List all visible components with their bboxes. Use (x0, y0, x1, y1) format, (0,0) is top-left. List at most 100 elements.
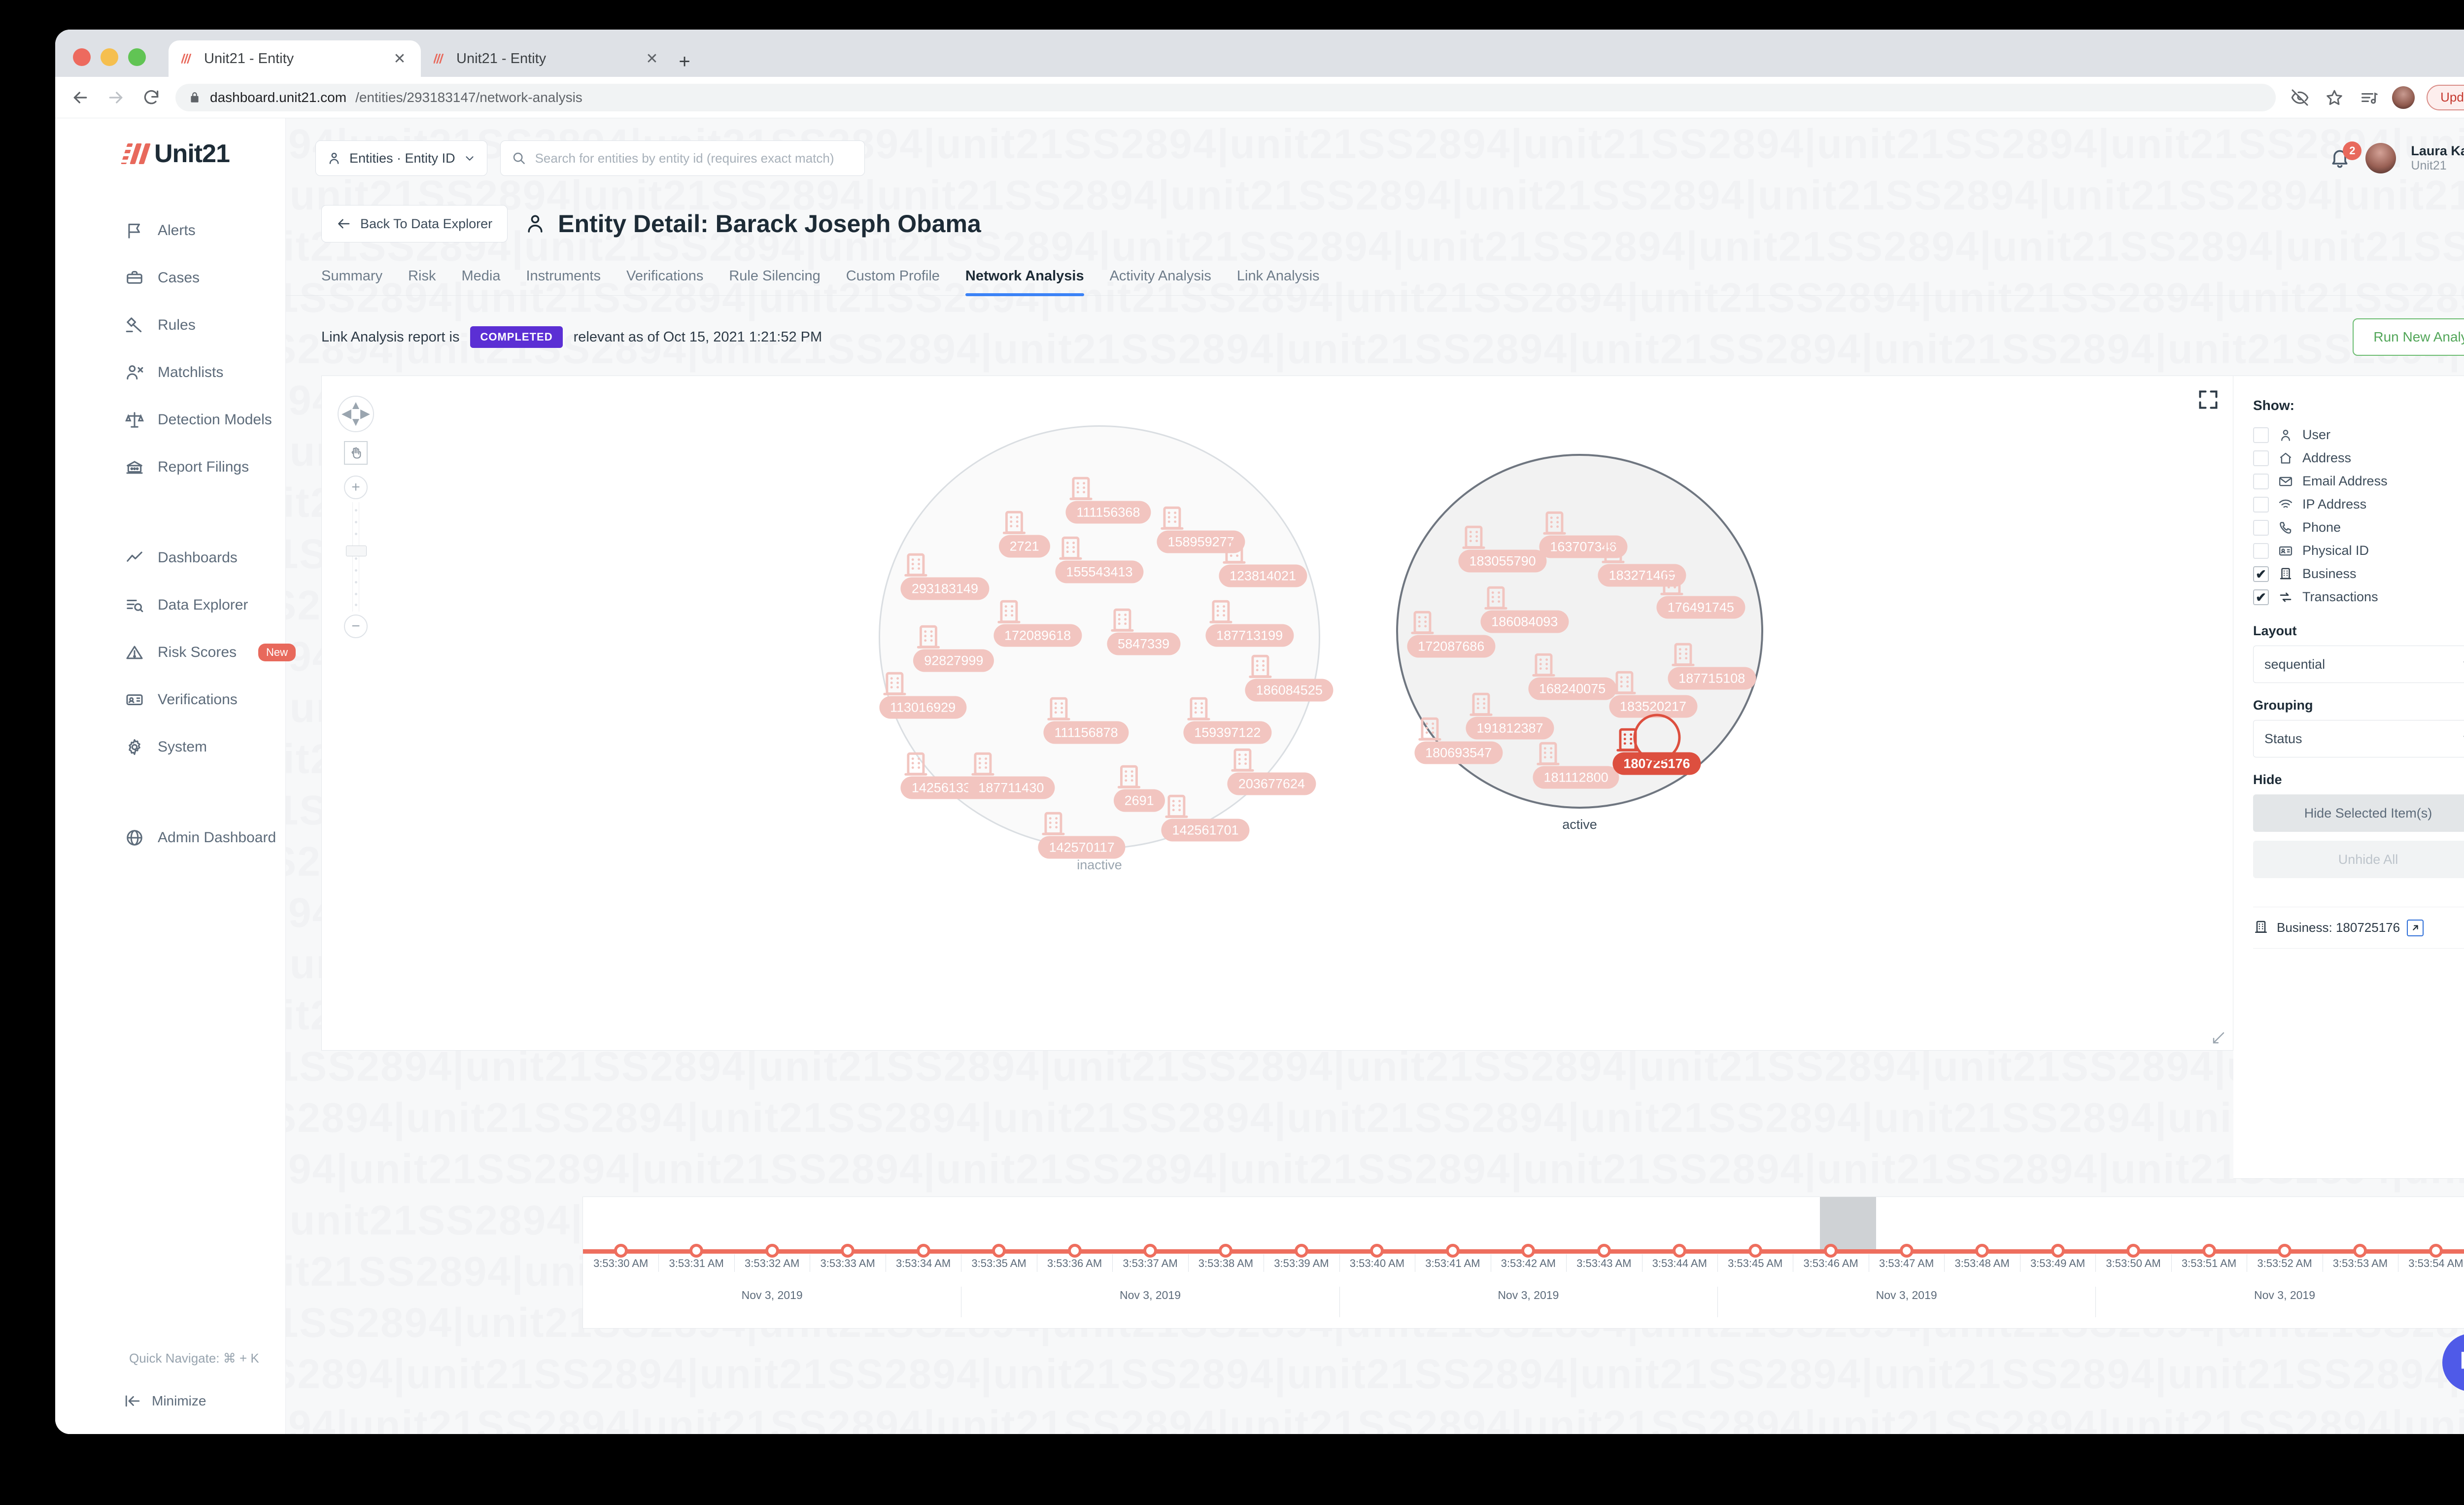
timeline-point[interactable] (2278, 1244, 2292, 1258)
tab-link-analysis[interactable]: Link Analysis (1224, 268, 1333, 295)
tab-verifications[interactable]: Verifications (614, 268, 716, 295)
eye-off-icon[interactable] (2289, 86, 2311, 109)
timeline-point[interactable] (614, 1244, 628, 1258)
sidebar-item-data-explorer[interactable]: Data Explorer (55, 581, 285, 629)
avatar[interactable] (2365, 143, 2396, 173)
sidebar-item-report-filings[interactable]: Report Filings (55, 444, 285, 491)
tab-instruments[interactable]: Instruments (513, 268, 614, 295)
tab-rule-silencing[interactable]: Rule Silencing (716, 268, 833, 295)
timeline-point[interactable] (1975, 1244, 1989, 1258)
pan-up-icon[interactable]: ▲ (350, 399, 362, 412)
graph-node[interactable]: 172089618 (993, 597, 1082, 647)
timeline-point[interactable] (689, 1244, 704, 1258)
notifications-button[interactable]: 2 (2329, 141, 2362, 169)
forward-icon[interactable] (104, 86, 127, 109)
show-filter-transactions[interactable]: ✔ Transactions (2253, 585, 2464, 609)
tab-risk[interactable]: Risk (395, 268, 448, 295)
sidebar-item-system[interactable]: System (55, 723, 285, 771)
graph-node[interactable]: 183055790 (1458, 523, 1547, 573)
checkbox[interactable]: ✔ (2253, 566, 2269, 582)
timeline-point[interactable] (1067, 1244, 1082, 1258)
checkbox[interactable] (2253, 473, 2269, 489)
graph-node[interactable]: 293183149 (900, 551, 989, 600)
graph-node[interactable]: 113016929 (879, 669, 967, 719)
reload-icon[interactable] (140, 86, 163, 109)
resize-corner-icon[interactable] (2211, 1030, 2226, 1045)
timeline-point[interactable] (1445, 1244, 1460, 1258)
checkbox[interactable]: ✔ (2253, 589, 2269, 605)
back-to-data-explorer-button[interactable]: Back To Data Explorer (321, 205, 508, 242)
show-filter-user[interactable]: User (2253, 423, 2464, 446)
sidebar-item-admin-dashboard[interactable]: Admin Dashboard (55, 814, 285, 861)
timeline-point[interactable] (1899, 1244, 1914, 1258)
browser-tab-1[interactable]: Unit21 - Entity ✕ (169, 40, 421, 77)
layout-select[interactable]: sequential ▼ (2253, 646, 2464, 683)
external-link-icon[interactable] (2407, 919, 2424, 936)
checkbox[interactable] (2253, 543, 2269, 559)
graph-node[interactable]: 191812387 (1466, 690, 1554, 740)
timeline-point[interactable] (1824, 1244, 1838, 1258)
graph-node[interactable]: 186084525 (1245, 652, 1334, 702)
minimize-sidebar-button[interactable]: Minimize (55, 1393, 285, 1409)
graph-node[interactable]: 159397122 (1183, 695, 1272, 744)
timeline-point[interactable] (992, 1244, 1006, 1258)
timeline-point[interactable] (1673, 1244, 1687, 1258)
sidebar-item-dashboards[interactable]: Dashboards (55, 534, 285, 581)
graph-node[interactable]: 111156878 (1043, 695, 1129, 744)
minimize-window-button[interactable] (101, 48, 118, 66)
tab-network-analysis[interactable]: Network Analysis (953, 268, 1097, 296)
graph-node[interactable]: 2721 (998, 509, 1050, 558)
close-icon[interactable]: ✕ (646, 50, 658, 67)
pan-down-icon[interactable]: ▼ (350, 415, 362, 429)
tab-custom-profile[interactable]: Custom Profile (833, 268, 953, 295)
cluster-active[interactable]: 183055790 163707346 183271469 176491745 1860… (1396, 454, 1763, 832)
checkbox[interactable] (2253, 496, 2269, 513)
timeline-point[interactable] (765, 1244, 779, 1258)
pan-left-icon[interactable]: ◀ (342, 407, 351, 420)
graph-node[interactable]: 187711430 (967, 750, 1055, 799)
user-info[interactable]: Laura Kassovic Unit21 (2411, 143, 2464, 173)
close-window-button[interactable] (73, 48, 91, 66)
timeline-point[interactable] (1521, 1244, 1536, 1258)
show-filter-ip-address[interactable]: IP Address (2253, 493, 2464, 516)
zoom-slider[interactable]: + − (344, 476, 368, 638)
activity-timeline[interactable]: 3:53:30 AM 3:53:31 AM 3:53:32 AM 3:53:33 AM… (582, 1197, 2464, 1329)
timeline-point[interactable] (1597, 1244, 1611, 1258)
zoom-in-button[interactable]: + (344, 476, 368, 499)
graph-node[interactable]: 142561701 (1161, 792, 1250, 842)
graph-node-selected[interactable]: 180725176 (1612, 714, 1701, 775)
timeline-point[interactable] (2051, 1244, 2065, 1258)
timeline-point[interactable] (1143, 1244, 1157, 1258)
graph-node[interactable]: 172087686 (1407, 609, 1496, 658)
sidebar-item-cases[interactable]: Cases (55, 254, 285, 302)
sidebar-item-detection-models[interactable]: Detection Models (55, 396, 285, 444)
graph-node[interactable]: 180693547 (1414, 715, 1503, 764)
media-list-icon[interactable] (2358, 86, 2380, 109)
graph-node[interactable]: 142570117 (1038, 809, 1126, 859)
star-icon[interactable] (2323, 86, 2346, 109)
profile-avatar[interactable] (2392, 86, 2415, 109)
zoom-thumb[interactable] (346, 546, 367, 556)
timeline-point[interactable] (1748, 1244, 1762, 1258)
unit21-logo[interactable]: Unit21 (55, 139, 285, 169)
list-item[interactable]: Business: 180725176 (2253, 907, 2464, 949)
graph-node[interactable]: 92827999 (913, 623, 994, 672)
new-tab-button[interactable]: + (679, 50, 690, 72)
show-filter-email-address[interactable]: Email Address (2253, 470, 2464, 493)
graph-node[interactable]: 168240075 (1528, 651, 1617, 700)
timeline-point[interactable] (1294, 1244, 1308, 1258)
graph-node[interactable]: 5847339 (1107, 606, 1181, 655)
graph-node[interactable]: 187713199 (1205, 597, 1294, 647)
sidebar-item-rules[interactable]: Rules (55, 302, 285, 349)
timeline-point[interactable] (841, 1244, 855, 1258)
graph-node[interactable]: 155543413 (1055, 534, 1144, 583)
cluster-inactive[interactable]: 2721 111156368 158959277 155543413 293183149… (879, 425, 1334, 872)
pan-right-icon[interactable]: ▶ (360, 407, 370, 420)
graph-node[interactable]: 123814021 (1218, 538, 1307, 587)
timeline-point[interactable] (1370, 1244, 1384, 1258)
update-button[interactable]: Update (2427, 84, 2464, 110)
run-new-analysis-button[interactable]: Run New Analysis (2353, 318, 2464, 356)
pan-control[interactable]: ▲ ▼ ◀ ▶ (338, 396, 374, 432)
timeline-point[interactable] (2353, 1244, 2367, 1258)
timeline-point[interactable] (2429, 1244, 2443, 1258)
